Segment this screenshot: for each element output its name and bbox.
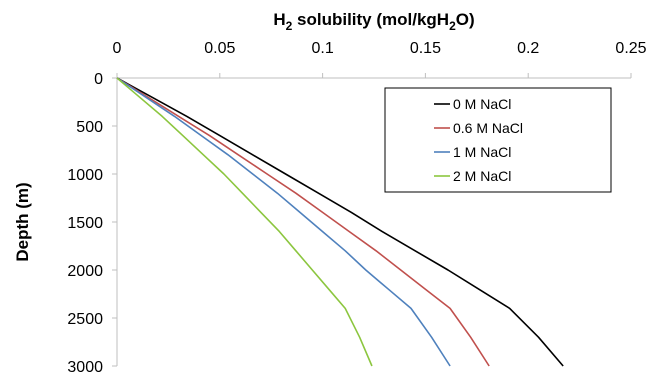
x-tick-label: 0.05 (204, 40, 235, 57)
x-axis-title-prefix: H (273, 10, 285, 29)
series-lines (116, 77, 564, 367)
y-tick-label: 2000 (67, 263, 103, 280)
series-line-0 (116, 77, 564, 367)
legend-box (384, 87, 612, 193)
legend-label-3: 2 M NaCl (453, 168, 511, 184)
legend-items: 0 M NaCl 0.6 M NaCl 1 M NaCl 2 M NaCl (434, 96, 523, 184)
x-axis-title: H2 solubility (mol/kgH2O) (273, 10, 474, 33)
y-tick-label: 1000 (67, 167, 103, 184)
y-tick-label: 0 (94, 71, 103, 88)
y-tick-label: 1500 (67, 215, 103, 232)
x-axis-title-middle: solubility (mol/kgH (292, 10, 449, 29)
x-tick-label: 0.1 (311, 40, 333, 57)
x-axis-title-suffix: O) (456, 10, 475, 29)
legend: 0 M NaCl 0.6 M NaCl 1 M NaCl 2 M NaCl (384, 87, 612, 193)
legend-label-1: 0.6 M NaCl (453, 120, 523, 136)
x-axis-tick-labels: 0 0.05 0.1 0.15 0.2 0.25 (113, 40, 647, 57)
x-axis-title-text: H2 solubility (mol/kgH2O) (273, 10, 474, 33)
y-axis-tick-marks (112, 77, 117, 367)
x-tick-label: 0 (113, 40, 122, 57)
x-tick-label: 0.15 (410, 40, 441, 57)
x-axis-tick-marks (116, 73, 632, 78)
series-line-1 (116, 77, 490, 367)
legend-label-2: 1 M NaCl (453, 144, 511, 160)
legend-label-0: 0 M NaCl (453, 96, 511, 112)
series-line-3 (116, 77, 373, 367)
x-axis-title-subscript-2: 2 (449, 19, 456, 33)
y-axis-tick-labels: 0 500 1000 1500 2000 2500 3000 (67, 71, 103, 376)
y-tick-label: 3000 (67, 359, 103, 376)
y-tick-label: 500 (76, 119, 103, 136)
y-axis-title: Depth (m) (13, 182, 32, 261)
x-tick-label: 0.25 (615, 40, 646, 57)
x-tick-label: 0.2 (517, 40, 539, 57)
series-line-2 (116, 77, 451, 367)
x-axis-title-subscript-1: 2 (286, 19, 293, 33)
y-tick-label: 2500 (67, 311, 103, 328)
